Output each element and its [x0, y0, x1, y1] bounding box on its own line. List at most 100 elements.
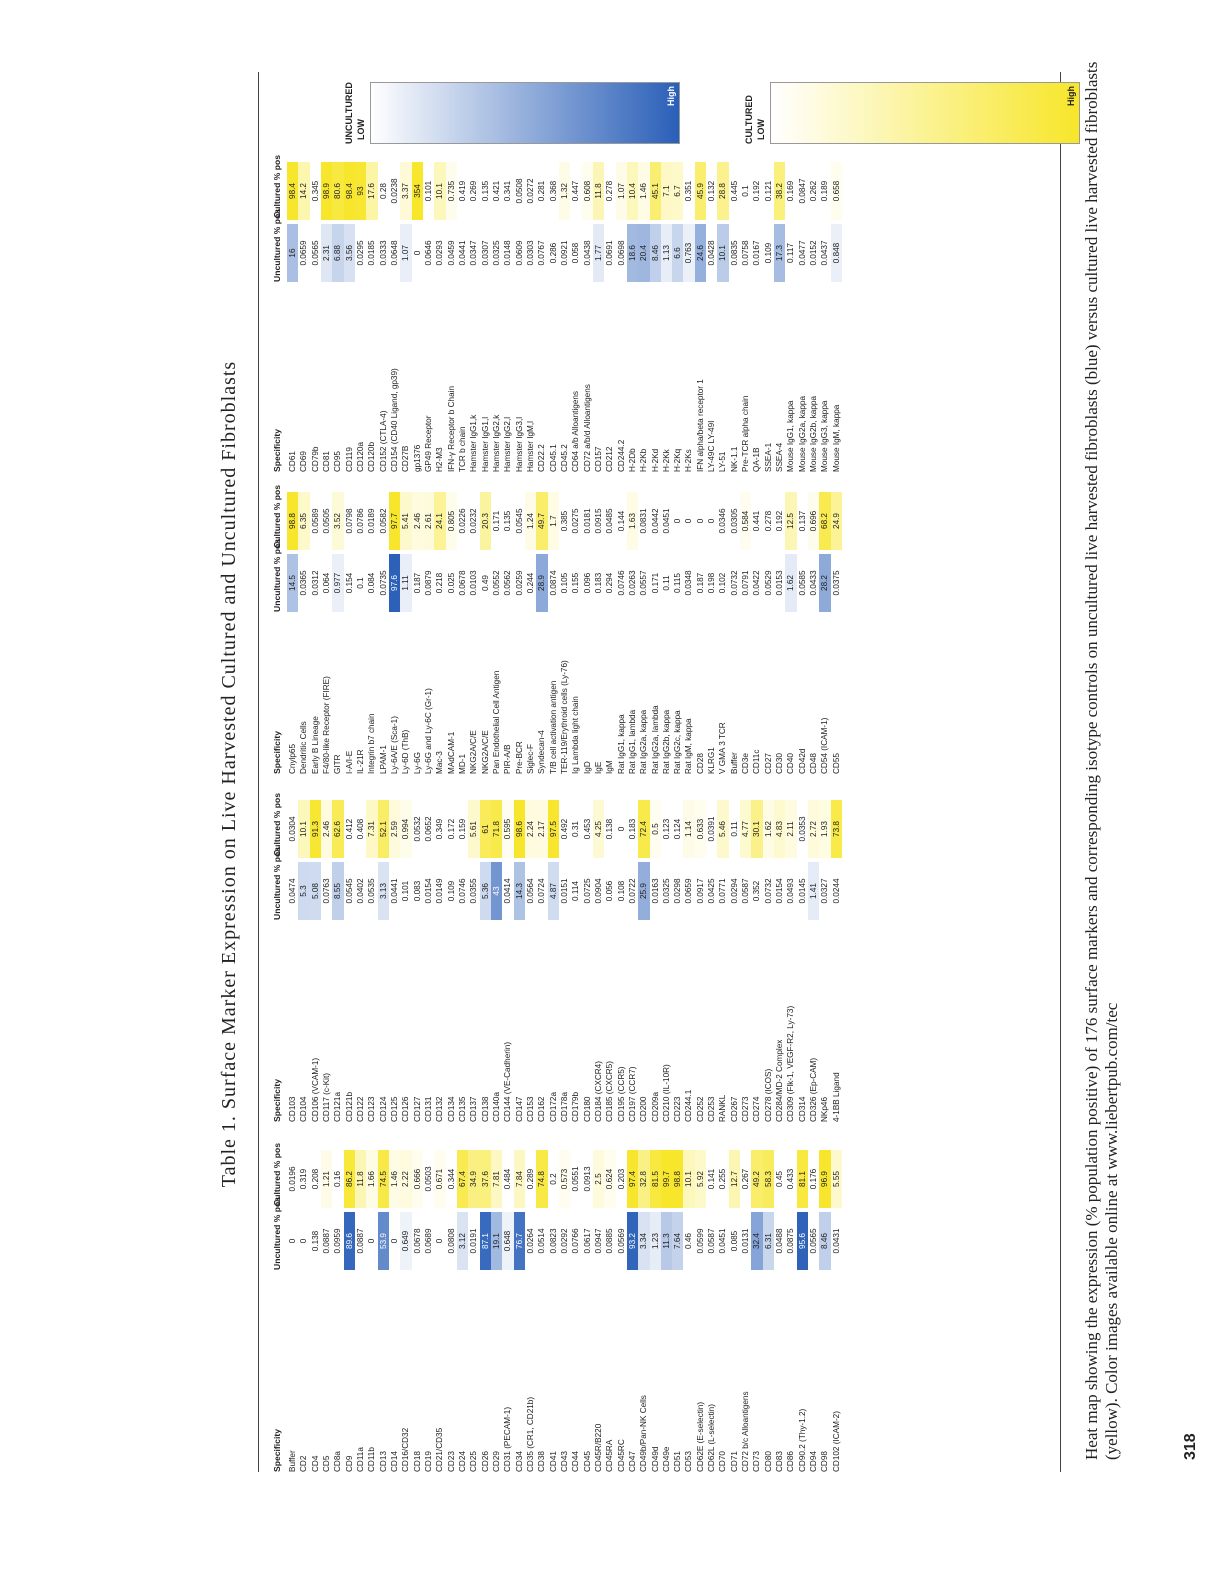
table-row: IFN alpha/beta receptor 1 24.6 45.9: [694, 154, 707, 472]
cultured-cell: 0.31: [570, 800, 582, 858]
cultured-cell: 5.61: [468, 800, 480, 858]
specificity-cell: CD131: [423, 1096, 433, 1123]
specificity-cell: H-2Kq: [673, 448, 683, 472]
uncultured-cell: 0.114: [570, 862, 582, 920]
header-uncultured: Uncultured % pos: [272, 538, 282, 612]
cultured-cell: 58.3: [762, 1150, 775, 1208]
uncultured-cell: 0.0312: [309, 554, 321, 612]
cultured-cell: 99.7: [660, 1150, 673, 1208]
table-rows: Cnylp65 14.5 98.8 Dendritic Cells 0.0365 6.35…: [287, 484, 843, 775]
table-row: Ly-6G and Ly-6C (Gr-1) 0.0879 2.61: [422, 484, 435, 774]
table-row: gp1376 0 354: [411, 154, 423, 472]
cultured-cell: 0.319: [298, 1150, 310, 1208]
cultured-cell: 0.121: [762, 162, 775, 220]
specificity-cell: Rat IgG2a, lambda: [650, 705, 660, 774]
cultured-cell: 0.0652: [422, 800, 435, 858]
table-row: CD106 (VCAM-1) 5.08 91.3: [309, 792, 321, 1122]
cultured-cell: 0.0505: [320, 492, 333, 550]
uncultured-cell: 0.101: [400, 862, 412, 920]
cultured-cell: 0.0196: [287, 1150, 299, 1208]
table-row: Early B Lineage 0.0312 0.0589: [309, 484, 321, 774]
uncultured-cell: 0.0333: [377, 224, 389, 282]
uncultured-cell: 0: [298, 1212, 310, 1270]
cultured-cell: 0.0913: [581, 1150, 593, 1208]
uncultured-cell: 6.31: [762, 1212, 775, 1270]
uncultured-cell: 0.977: [332, 554, 344, 612]
specificity-cell: CD49e: [661, 1446, 671, 1473]
specificity-cell: Mouse IgG2b, kappa: [809, 395, 819, 472]
cultured-cell: 0.0485: [604, 492, 616, 550]
uncultured-cell: 0.0422: [751, 554, 763, 612]
table-row: GP49 Receptor 0.0646 0.101: [422, 154, 435, 472]
cultured-cell: 68.2: [819, 492, 831, 550]
uncultured-cell: 0.0808: [445, 1212, 457, 1270]
uncultured-cell: 0.0244: [830, 862, 843, 920]
table-row: CD45 0.0617 0.0913: [581, 1142, 593, 1472]
cultured-cell: 0.0305: [728, 492, 741, 550]
table-row: Buffer 0 0.0196: [287, 1142, 299, 1472]
uncultured-cell: 0.0303: [524, 224, 537, 282]
uncultured-cell: 0.056: [604, 862, 616, 920]
table-row: IgE 0.183 0.0915: [592, 484, 605, 774]
table-row: H-2Kk 1.13 7.1: [660, 154, 673, 472]
cultured-cell: 0.169: [785, 162, 797, 220]
specificity-cell: CD121a: [333, 1091, 343, 1122]
cultured-legend-title: CULTURED: [744, 95, 754, 144]
specificity-cell: CD45RA: [605, 1439, 615, 1472]
uncultured-cell: 3.13: [377, 862, 389, 920]
table-row: Ly-6A/E (Sca-1) 97.6 97.7: [388, 484, 401, 774]
cultured-cell: 0.671: [434, 1150, 446, 1208]
specificity-cell: CD179b: [571, 1091, 581, 1122]
header-cultured: Cultured % pos: [272, 154, 282, 218]
cultured-cell: 10.4: [626, 162, 639, 220]
specificity-cell: CD62E (E-selectin): [695, 1401, 705, 1472]
cultured-cell: 2.46: [320, 800, 333, 858]
specificity-cell: Ly-6A/E (Sca-1): [389, 716, 399, 774]
uncultured-cell: 0.0259: [513, 554, 525, 612]
cultured-cell: 0.0847: [796, 162, 809, 220]
table-row: CD27B 1.07 3.37: [400, 154, 412, 472]
uncultured-cell: 0.0264: [524, 1212, 537, 1270]
table-row: CD21/CD35 0 0.671: [434, 1142, 446, 1472]
specificity-cell: CD81: [321, 451, 331, 472]
cultured-cell: 10.1: [683, 1150, 695, 1208]
specificity-cell: CD72 b/c Alloantigens: [741, 1391, 751, 1472]
uncultured-cell: 0.0263: [626, 554, 639, 612]
cultured-cell: 0: [615, 800, 627, 858]
uncultured-cell: 0.0758: [740, 224, 752, 282]
table-rows: CD61 16 98.4 CD69 0.0659 14.2 CD79b 0.0565 0.345…: [287, 154, 843, 472]
specificity-cell: CD2: [299, 1455, 309, 1472]
specificity-cell: IFN-γ Receptor b Chain: [446, 385, 456, 472]
uncultured-cell: 0.0887: [354, 1212, 367, 1270]
table-row: CD34 76.7 7.84: [513, 1142, 525, 1472]
specificity-cell: CD180: [582, 1096, 592, 1123]
uncultured-cell: 95.6: [796, 1212, 809, 1270]
table-title: Table 1. Surface Marker Expression on Li…: [218, 360, 240, 1188]
table-row: TCR b chain 0.0441 0.419: [456, 154, 469, 472]
specificity-cell: CD122: [355, 1096, 365, 1123]
cultured-cell: 7.31: [366, 800, 378, 858]
cultured-cell: 2.59: [388, 800, 401, 858]
uncultured-cell: 0.0292: [558, 1212, 571, 1270]
table-row: IgD 0.096 0.0181: [581, 484, 593, 774]
specificity-cell: CD90.2 (Thy-1.2): [797, 1408, 807, 1472]
cultured-cell: 0.189: [819, 162, 831, 220]
table-row: CD53 0.46 10.1: [683, 1142, 695, 1472]
uncultured-cell: 0.0648: [388, 224, 401, 282]
table-row: Pre-TCR alpha chain 0.0758 0.1: [740, 154, 752, 472]
table-row: Hamster IgM,l 0.0303 0.0272: [524, 154, 537, 472]
specificity-cell: CD28: [695, 753, 705, 774]
specificity-cell: CD140a: [491, 1091, 501, 1122]
specificity-cell: Rat IgM, kappa: [684, 718, 694, 774]
cultured-cell: 0.124: [672, 800, 684, 858]
cultured-cell: 2.72: [808, 800, 820, 858]
table-row: CD69 0.0659 14.2: [298, 154, 310, 472]
table-row: Hamster IgG2,k 0.0325 0.421: [490, 154, 503, 472]
uncultured-cell: 0.0947: [592, 1212, 605, 1270]
specificity-cell: LPAM-1: [378, 745, 388, 774]
cultured-cell: 73.8: [830, 800, 843, 858]
uncultured-cell: 0.0438: [581, 224, 593, 282]
specificity-cell: CD42d: [797, 748, 807, 775]
table-row: CD131 0.0154 0.0652: [422, 792, 435, 1123]
